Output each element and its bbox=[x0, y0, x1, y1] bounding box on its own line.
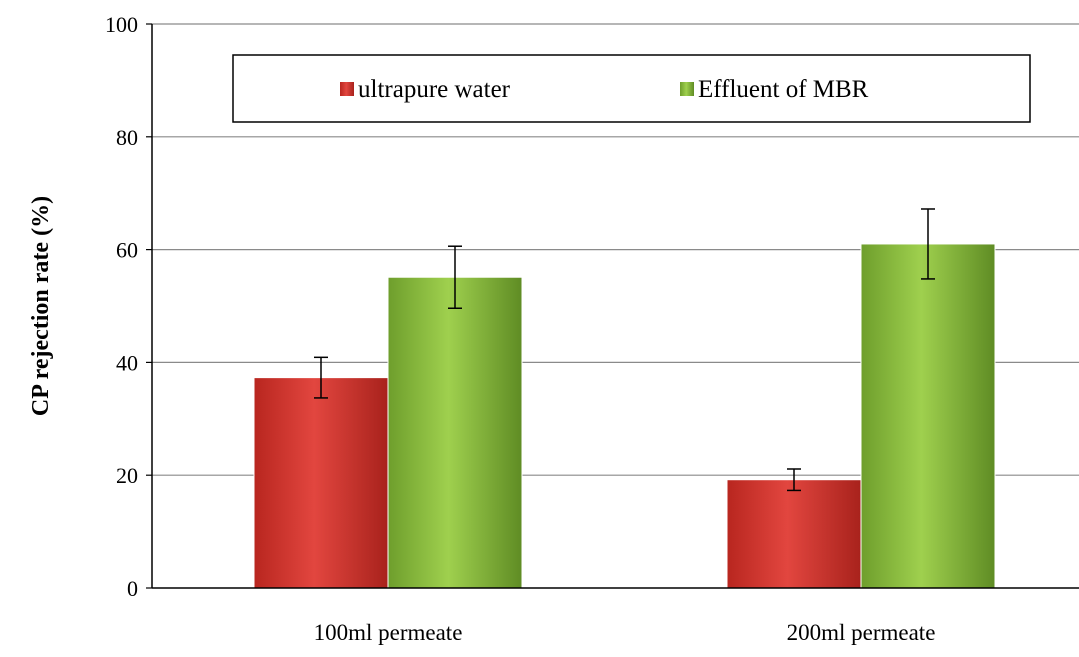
bars bbox=[253, 243, 996, 589]
y-tick-label-100: 100 bbox=[105, 12, 138, 37]
y-tick-label-0: 0 bbox=[127, 576, 138, 601]
x-category-label-200ml-permeate: 200ml permeate bbox=[787, 620, 936, 645]
bar-ultrapure-water-200ml-permeate bbox=[726, 479, 862, 589]
legend-label-effluent-of-mbr: Effluent of MBR bbox=[698, 76, 869, 103]
legend-swatch-ultrapure-water bbox=[340, 82, 354, 96]
y-tick-label-60: 60 bbox=[116, 238, 138, 263]
x-tick-labels: 100ml permeate 200ml permeate bbox=[314, 620, 936, 645]
legend: ultrapure water Effluent of MBR bbox=[232, 54, 1031, 123]
y-tick-label-40: 40 bbox=[116, 350, 138, 375]
bar-effluent-of-mbr-200ml-permeate bbox=[860, 243, 996, 589]
y-tick-label-80: 80 bbox=[116, 125, 138, 150]
bar-effluent-of-mbr-100ml-permeate bbox=[387, 276, 523, 589]
bar-ultrapure-water-100ml-permeate bbox=[253, 377, 389, 589]
x-category-label-100ml-permeate: 100ml permeate bbox=[314, 620, 463, 645]
legend-swatch-effluent-of-mbr bbox=[680, 82, 694, 96]
legend-label-ultrapure-water: ultrapure water bbox=[358, 76, 511, 103]
y-tick-labels: 0 20 40 60 80 100 bbox=[105, 12, 152, 601]
legend-box bbox=[232, 54, 1031, 123]
y-tick-label-20: 20 bbox=[116, 463, 138, 488]
error-bars bbox=[314, 208, 935, 492]
y-axis-title: CP rejection rate (%) bbox=[28, 196, 54, 416]
